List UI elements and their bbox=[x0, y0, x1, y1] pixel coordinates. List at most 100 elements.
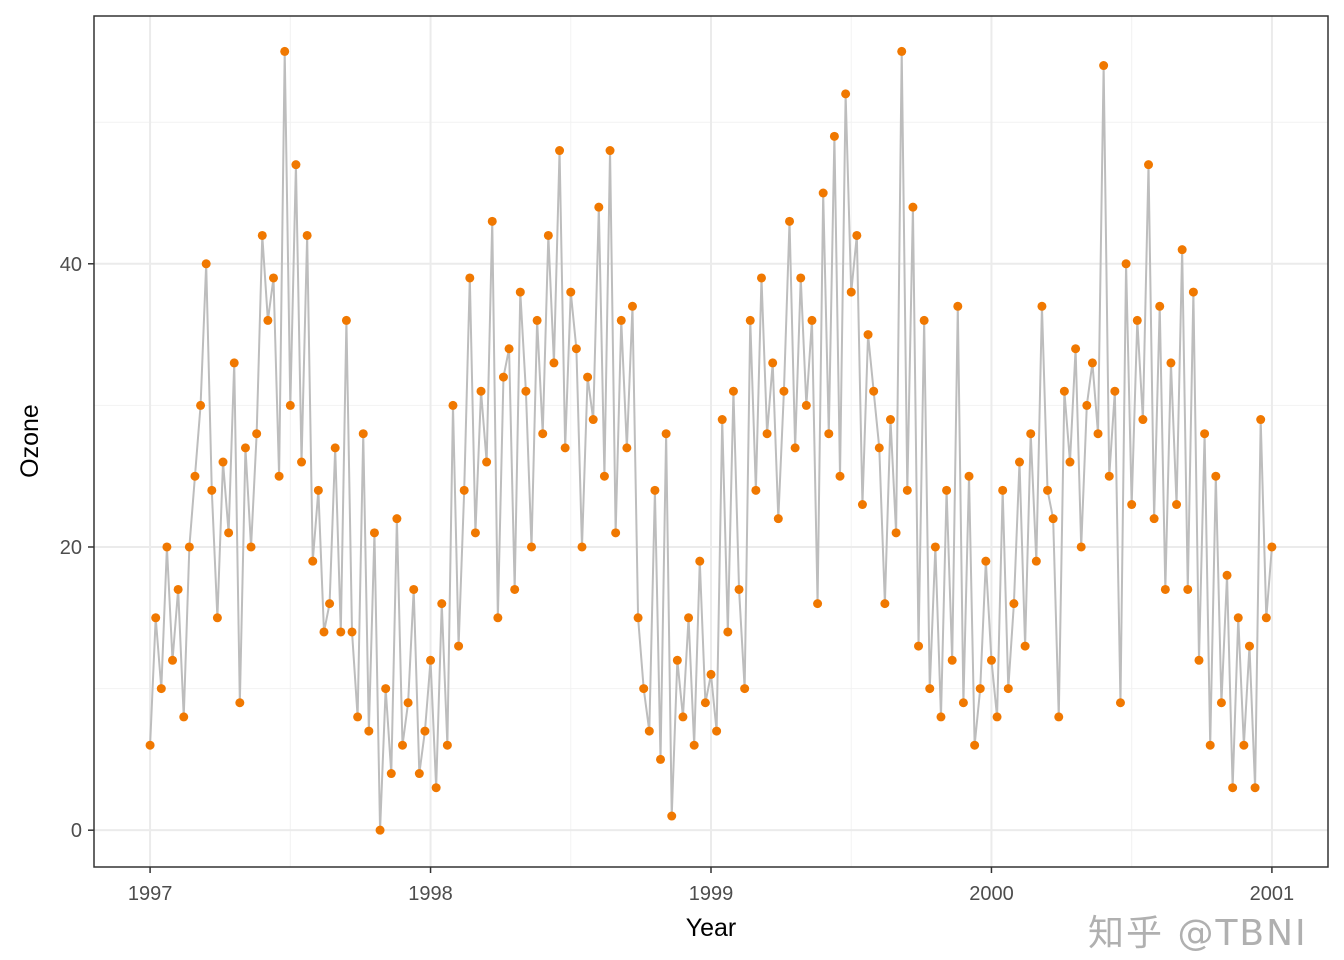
data-point bbox=[583, 372, 593, 382]
data-point bbox=[353, 712, 363, 722]
data-point bbox=[1222, 570, 1232, 580]
data-point bbox=[684, 613, 694, 623]
data-point bbox=[650, 485, 660, 495]
data-point bbox=[341, 315, 351, 325]
data-point bbox=[543, 230, 553, 240]
x-tick-label: 1997 bbox=[128, 883, 173, 905]
data-point bbox=[594, 202, 604, 212]
data-point bbox=[504, 344, 514, 354]
data-point bbox=[369, 528, 379, 538]
data-point bbox=[672, 655, 682, 665]
data-point bbox=[470, 528, 480, 538]
data-point bbox=[1015, 457, 1024, 467]
data-point bbox=[577, 542, 587, 552]
data-point bbox=[880, 599, 890, 609]
data-point bbox=[1200, 429, 1210, 439]
data-point bbox=[1149, 514, 1159, 524]
data-point bbox=[678, 712, 688, 722]
data-point bbox=[796, 273, 806, 283]
data-point bbox=[986, 655, 996, 665]
data-point bbox=[364, 726, 374, 736]
data-point bbox=[498, 372, 508, 382]
data-point bbox=[588, 415, 598, 425]
y-tick-label: 0 bbox=[71, 820, 82, 842]
data-point bbox=[414, 769, 424, 779]
data-point bbox=[790, 443, 800, 453]
data-point bbox=[734, 584, 744, 594]
data-point bbox=[1076, 542, 1086, 552]
data-point bbox=[644, 726, 654, 736]
data-point bbox=[207, 485, 217, 495]
data-point bbox=[274, 471, 284, 481]
data-point bbox=[257, 230, 267, 240]
y-axis: 0 20 40 bbox=[60, 254, 94, 842]
data-point bbox=[560, 443, 570, 453]
data-point bbox=[409, 584, 419, 594]
data-point bbox=[964, 471, 974, 481]
data-point bbox=[857, 500, 867, 510]
data-point bbox=[302, 230, 312, 240]
data-point bbox=[1250, 783, 1260, 793]
data-point bbox=[386, 769, 396, 779]
data-point bbox=[1138, 415, 1148, 425]
data-point bbox=[1037, 301, 1047, 311]
data-point bbox=[515, 287, 525, 297]
data-point bbox=[998, 485, 1008, 495]
data-point bbox=[184, 542, 194, 552]
data-point bbox=[897, 46, 907, 56]
data-point bbox=[437, 599, 447, 609]
data-point bbox=[1071, 344, 1081, 354]
data-point bbox=[1267, 542, 1277, 552]
data-point bbox=[297, 457, 307, 467]
data-point bbox=[869, 386, 879, 396]
data-point bbox=[403, 698, 413, 708]
data-point bbox=[740, 684, 750, 694]
data-point bbox=[521, 386, 531, 396]
data-point bbox=[852, 230, 862, 240]
data-point bbox=[313, 485, 323, 495]
data-point bbox=[487, 216, 497, 226]
data-point bbox=[454, 641, 464, 651]
data-point bbox=[465, 273, 475, 283]
data-point bbox=[874, 443, 884, 453]
data-point bbox=[751, 485, 761, 495]
data-point bbox=[689, 740, 699, 750]
data-point bbox=[240, 443, 250, 453]
y-tick-label: 20 bbox=[60, 537, 82, 559]
data-point bbox=[723, 627, 733, 637]
data-point bbox=[958, 698, 968, 708]
points bbox=[145, 46, 1277, 835]
data-point bbox=[145, 740, 155, 750]
data-point bbox=[431, 783, 441, 793]
data-point bbox=[448, 400, 458, 410]
data-point bbox=[970, 740, 980, 750]
data-point bbox=[280, 46, 290, 56]
data-point bbox=[1099, 61, 1109, 71]
data-point bbox=[700, 698, 710, 708]
data-point bbox=[1228, 783, 1238, 793]
data-point bbox=[813, 599, 823, 609]
y-tick-label: 40 bbox=[60, 254, 82, 276]
data-point bbox=[392, 514, 402, 524]
data-point bbox=[863, 330, 873, 340]
data-point bbox=[347, 627, 357, 637]
data-point bbox=[398, 740, 407, 750]
data-point bbox=[605, 146, 615, 156]
data-point bbox=[1054, 712, 1064, 722]
data-point bbox=[212, 613, 222, 623]
data-point bbox=[1188, 287, 1198, 297]
data-point bbox=[1043, 485, 1053, 495]
data-point bbox=[325, 599, 335, 609]
data-point bbox=[308, 556, 318, 566]
data-point bbox=[381, 684, 391, 694]
data-point bbox=[229, 358, 239, 368]
data-point bbox=[616, 315, 626, 325]
data-point bbox=[824, 429, 834, 439]
data-point bbox=[168, 655, 178, 665]
data-point bbox=[532, 315, 542, 325]
data-point bbox=[218, 457, 228, 467]
data-point bbox=[1239, 740, 1249, 750]
data-point bbox=[358, 429, 368, 439]
data-point bbox=[930, 542, 940, 552]
